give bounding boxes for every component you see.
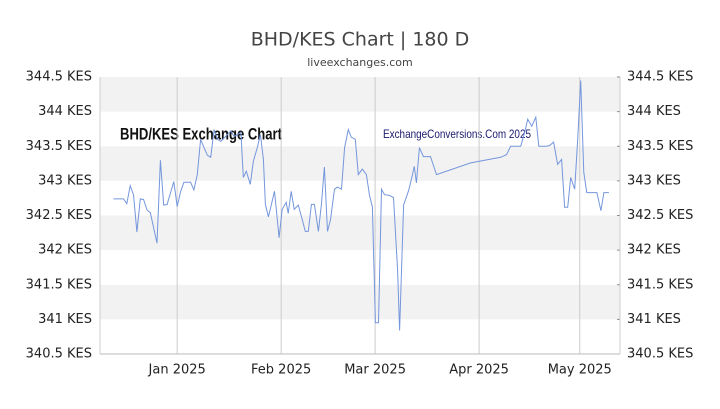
y-tick-label: 342.5 KES: [26, 208, 92, 223]
y-tick-label: 342 KES: [627, 243, 681, 258]
y-tick-label: 342 KES: [38, 243, 92, 258]
x-tick-label: Feb 2025: [251, 363, 311, 378]
y-tick-label: 341 KES: [627, 312, 681, 327]
y-tick-label: 343 KES: [38, 173, 92, 188]
grid-band: [100, 319, 620, 354]
x-tick-label: May 2025: [548, 363, 612, 378]
y-tick-label: 344.5 KES: [627, 70, 693, 85]
y-tick-label: 340.5 KES: [627, 347, 693, 362]
chart-title: BHD/KES Chart | 180 D: [251, 29, 470, 51]
grid-band: [100, 180, 620, 216]
y-tick-label: 340.5 KES: [26, 347, 92, 362]
y-tick-label: 341.5 KES: [26, 277, 92, 292]
grid-band: [100, 77, 620, 112]
grid-band: [100, 284, 620, 320]
price-line: [113, 80, 609, 331]
grid-band: [100, 111, 620, 147]
grid-band: [100, 146, 620, 181]
x-tick-label: Jan 2025: [148, 363, 206, 378]
y-tick-label: 343.5 KES: [627, 139, 693, 154]
grid-band: [100, 215, 620, 251]
chart-subtitle: liveexchanges.com: [307, 56, 412, 69]
x-tick-label: Mar 2025: [344, 363, 406, 378]
annotation: ExchangeConversions.Com 2025: [383, 127, 531, 141]
grid-band: [100, 250, 620, 285]
y-tick-label: 344 KES: [627, 104, 681, 119]
y-tick-label: 341.5 KES: [627, 277, 693, 292]
x-tick-label: Apr 2025: [449, 363, 509, 378]
y-tick-label: 344 KES: [38, 104, 92, 119]
y-tick-label: 342.5 KES: [627, 208, 693, 223]
y-tick-label: 343 KES: [627, 173, 681, 188]
y-tick-label: 341 KES: [38, 312, 92, 327]
plot-background: [100, 77, 620, 354]
y-tick-label: 344.5 KES: [26, 70, 92, 85]
y-tick-label: 343.5 KES: [26, 139, 92, 154]
